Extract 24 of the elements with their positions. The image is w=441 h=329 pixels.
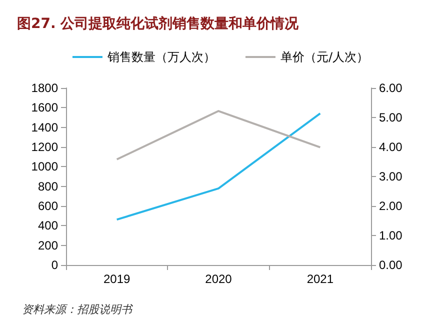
y2-tick-label: 4.00	[379, 140, 403, 154]
legend-label: 销售数量（万人次）	[106, 50, 216, 64]
x-tick-label: 2019	[103, 272, 131, 286]
y-tick-label: 0	[51, 258, 58, 272]
y-tick-label: 200	[38, 238, 58, 252]
y-tick-label: 1600	[31, 100, 58, 115]
y-tick-label: 1000	[31, 160, 58, 174]
x-tick-label: 2020	[205, 272, 232, 286]
y2-tick-label: 5.00	[379, 110, 403, 124]
y-tick-label: 1800	[31, 81, 58, 95]
text: 资料来源：招股说明书	[22, 303, 134, 316]
y2-tick-label: 3.00	[379, 170, 403, 184]
x-tick-label: 2021	[306, 272, 334, 286]
y-tick-label: 1400	[31, 120, 58, 134]
y-tick-label: 800	[38, 179, 58, 194]
y2-tick-label: 2.00	[379, 199, 403, 213]
y2-tick-label: 1.00	[379, 228, 403, 242]
chart-title: 图27. 公司提取纯化试剂销售数量和单价情况	[17, 15, 300, 32]
y2-tick-label: 6.00	[379, 81, 403, 95]
legend-label: 单价（元/人次）	[280, 50, 369, 64]
y-tick-label: 600	[38, 199, 58, 213]
y-tick-label: 400	[38, 218, 58, 233]
y-tick-label: 1200	[31, 140, 58, 154]
y2-tick-label: 0.00	[379, 258, 403, 272]
